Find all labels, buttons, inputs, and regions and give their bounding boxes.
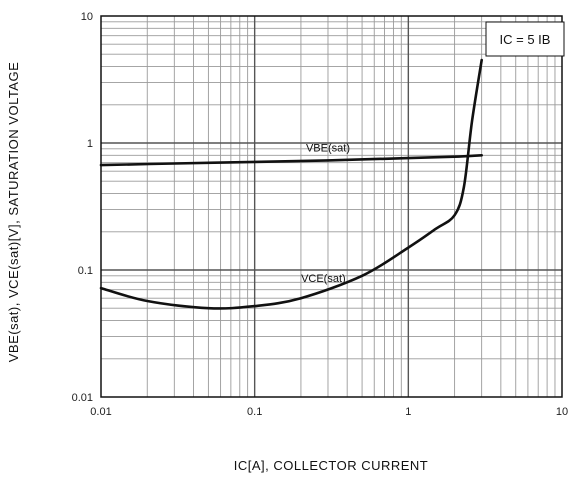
x-tick-label: 0.1 bbox=[247, 406, 262, 418]
curve-labels: VBE(sat) VCE(sat) bbox=[301, 142, 350, 284]
major-grid bbox=[101, 16, 562, 397]
x-tick-label: 10 bbox=[556, 406, 568, 418]
y-tick-label: 10 bbox=[81, 11, 93, 23]
series-label-vbe-sat: VBE(sat) bbox=[306, 142, 350, 154]
x-axis-label: IC[A], COLLECTOR CURRENT bbox=[234, 458, 429, 473]
condition-box bbox=[485, 21, 565, 57]
y-axis-label: VBE(sat), VCE(sat)[V], SATURATION VOLTAG… bbox=[6, 62, 21, 363]
y-tick-label: 0.01 bbox=[72, 392, 93, 404]
x-tick-label: 0.01 bbox=[90, 406, 111, 418]
x-tick-label: 1 bbox=[405, 406, 411, 418]
plot-frame bbox=[100, 15, 563, 398]
y-tick-label: 1 bbox=[87, 138, 93, 150]
tick-labels: 0.01 0.1 1 10 0.01 0.1 1 10 bbox=[72, 11, 569, 418]
minor-grid bbox=[101, 16, 562, 397]
series-label-vce-sat: VCE(sat) bbox=[301, 273, 346, 285]
curves bbox=[99, 58, 483, 310]
series-line-vce-sat bbox=[99, 58, 483, 310]
series-line-vbe-sat bbox=[99, 154, 483, 167]
condition-label: IC = 5 IB bbox=[500, 32, 551, 47]
y-tick-label: 0.1 bbox=[78, 265, 93, 277]
